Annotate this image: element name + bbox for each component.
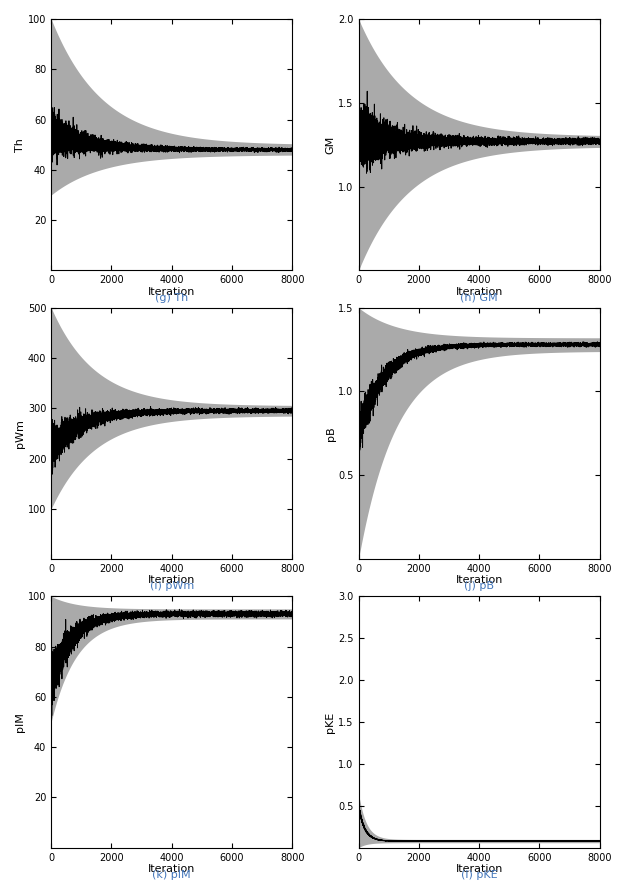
- Y-axis label: GM: GM: [325, 136, 335, 154]
- X-axis label: Iteration: Iteration: [455, 287, 503, 297]
- X-axis label: Iteration: Iteration: [148, 287, 196, 297]
- Text: (h) GM: (h) GM: [460, 292, 498, 302]
- Y-axis label: Th: Th: [15, 138, 25, 152]
- Text: (k) pIM: (k) pIM: [152, 870, 191, 880]
- Y-axis label: pWm: pWm: [15, 419, 25, 448]
- Text: (i) pWm: (i) pWm: [150, 581, 194, 591]
- Y-axis label: pB: pB: [325, 426, 335, 441]
- X-axis label: Iteration: Iteration: [148, 864, 196, 874]
- X-axis label: Iteration: Iteration: [455, 864, 503, 874]
- X-axis label: Iteration: Iteration: [148, 575, 196, 585]
- Text: (g) Th: (g) Th: [155, 292, 188, 302]
- X-axis label: Iteration: Iteration: [455, 575, 503, 585]
- Text: (l) pKE: (l) pKE: [461, 870, 497, 880]
- Y-axis label: pKE: pKE: [325, 711, 335, 733]
- Y-axis label: pIM: pIM: [15, 712, 25, 732]
- Text: (j) pB: (j) pB: [464, 581, 494, 591]
